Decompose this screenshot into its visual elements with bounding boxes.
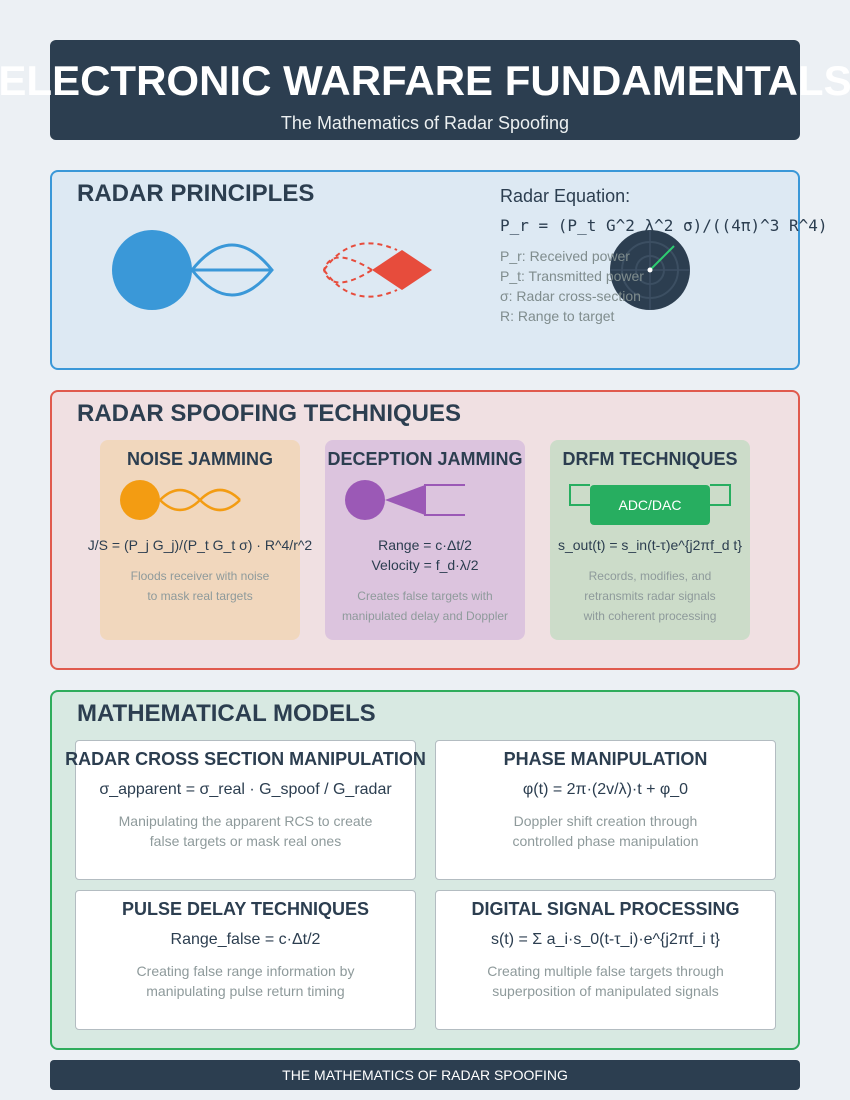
deception-jamming-card: DECEPTION JAMMING Range = c·Δt/2 Velocit… <box>325 440 525 640</box>
drfm-diagram <box>569 484 731 506</box>
model-title: PULSE DELAY TECHNIQUES <box>121 899 370 919</box>
model-desc-line: Doppler shift creation through <box>513 813 698 829</box>
page-header: ELECTRONIC WARFARE FUNDAMENTALS The Math… <box>0 40 850 140</box>
drfm-desc-1: Records, modifies, and <box>588 569 712 583</box>
model-desc-line: Manipulating the apparent RCS to create <box>118 813 373 829</box>
deception-signal-icon <box>385 484 465 516</box>
page-subtitle: The Mathematics of Radar Spoofing <box>280 113 570 133</box>
noise-jamming-diagram <box>120 480 241 520</box>
page-title: ELECTRONIC WARFARE FUNDAMENTALS <box>0 57 850 104</box>
reflected-beam-icon <box>322 242 398 298</box>
jammer-emitter-icon <box>345 480 385 520</box>
model-formula: φ(t) = 2π·(2v/λ)·t + φ_0 <box>522 781 689 798</box>
drfm-desc-2: retransmits radar signals <box>584 589 716 603</box>
model-desc-line: Creating false range information by <box>136 963 355 979</box>
radar-principles-title: RADAR PRINCIPLES <box>77 180 315 207</box>
card-title: DECEPTION JAMMING <box>327 449 523 469</box>
deception-jamming-diagram <box>345 480 465 520</box>
model-desc: Doppler shift creation through controlle… <box>446 811 765 851</box>
drfm-desc-3: with coherent processing <box>583 609 717 623</box>
card-title: DRFM TECHNIQUES <box>562 449 738 469</box>
card-title: NOISE JAMMING <box>126 449 273 469</box>
model-formula: σ_apparent = σ_real · G_spoof / G_radar <box>99 781 392 798</box>
radar-diagram <box>112 230 690 310</box>
radar-beam-icon <box>190 243 274 297</box>
noise-jamming-card: NOISE JAMMING J/S = (P_j G_j)/(P_t G_t σ… <box>88 440 312 640</box>
noise-jamming-desc-2: to mask real targets <box>147 589 253 603</box>
deception-range-formula: Range = c·Δt/2 <box>378 537 472 553</box>
model-formula: s(t) = Σ a_i·s_0(t-τ_i)·e^{j2πf_i t} <box>490 931 721 948</box>
mathematical-models-title: MATHEMATICAL MODELS <box>77 700 376 727</box>
model-card-dsp: DIGITAL SIGNAL PROCESSING s(t) = Σ a_i·s… <box>435 890 776 1030</box>
page-footer: THE MATHEMATICS OF RADAR SPOOFING <box>50 1060 800 1090</box>
radar-dish-icon <box>112 230 192 310</box>
model-title: PHASE MANIPULATION <box>503 749 708 769</box>
model-card-phase: PHASE MANIPULATION φ(t) = 2π·(2v/λ)·t + … <box>435 740 776 880</box>
variable-range: R: Range to target <box>500 308 615 324</box>
model-title: RADAR CROSS SECTION MANIPULATION <box>65 749 426 769</box>
radar-principles-panel: RADAR PRINCIPLES Radar Equation: P_r = ( <box>50 170 828 370</box>
model-desc-line: false targets or mask real ones <box>149 833 342 849</box>
variable-sigma: σ: Radar cross-section <box>500 288 641 304</box>
deception-jamming-desc-1: Creates false targets with <box>357 589 493 603</box>
model-desc-line: superposition of manipulated signals <box>492 983 719 999</box>
radar-scope-icon <box>610 230 690 310</box>
model-title: DIGITAL SIGNAL PROCESSING <box>471 899 740 919</box>
drfm-chip-icon <box>569 484 731 506</box>
model-desc-line: manipulating pulse return timing <box>146 983 345 999</box>
radar-equation-label: Radar Equation: <box>500 186 631 206</box>
noise-wave-icon <box>159 488 241 512</box>
model-desc: Creating false range information by mani… <box>86 961 405 1001</box>
target-aircraft-icon <box>372 250 432 290</box>
adc-dac-box: ADC/DAC <box>590 485 710 525</box>
drfm-formula: s_out(t) = s_in(t-τ)e^{j2πf_d t} <box>557 537 742 553</box>
deception-jamming-desc-2: manipulated delay and Doppler <box>341 609 509 623</box>
model-card-pulse-delay: PULSE DELAY TECHNIQUES Range_false = c·Δ… <box>75 890 416 1030</box>
model-formula: Range_false = c·Δt/2 <box>170 931 321 948</box>
variable-pr: P_r: Received power <box>500 248 630 264</box>
spoofing-techniques-title: RADAR SPOOFING TECHNIQUES <box>77 400 462 427</box>
model-desc-line: Creating multiple false targets through <box>487 963 724 979</box>
jammer-emitter-icon <box>120 480 160 520</box>
deception-velocity-formula: Velocity = f_d·λ/2 <box>371 557 479 573</box>
model-card-rcs: RADAR CROSS SECTION MANIPULATION σ_appar… <box>65 740 426 880</box>
radar-equation: P_r = (P_t G^2 λ^2 σ)/((4π)^3 R^4) <box>500 216 828 235</box>
model-desc-line: controlled phase manipulation <box>512 833 699 849</box>
variable-pt: P_t: Transmitted power <box>500 268 644 284</box>
model-desc: Creating multiple false targets through … <box>446 961 765 1001</box>
noise-jamming-desc-1: Floods receiver with noise <box>130 569 270 583</box>
model-desc: Manipulating the apparent RCS to create … <box>86 811 405 851</box>
drfm-techniques-card: DRFM TECHNIQUES ADC/DAC s_out(t) = s_in(… <box>550 440 750 640</box>
noise-jamming-formula: J/S = (P_j G_j)/(P_t G_t σ) · R^4/r^2 <box>87 537 313 553</box>
